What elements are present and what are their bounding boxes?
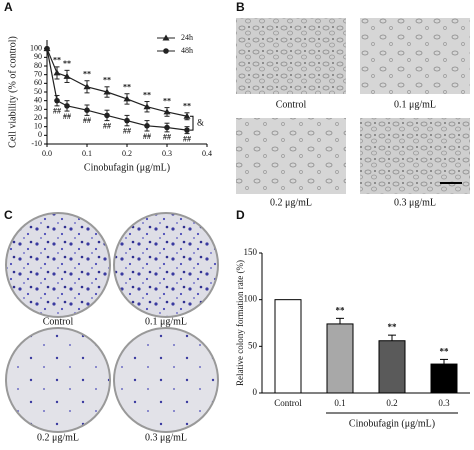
- x-tick-label: Control: [274, 398, 302, 408]
- caption: 0.1 μg/mL: [394, 99, 436, 110]
- y-tick-label: 100: [30, 43, 42, 52]
- significance: **: [123, 83, 131, 92]
- panel-label: C: [4, 208, 13, 222]
- point: [64, 103, 70, 109]
- plate: [113, 212, 219, 318]
- point: [83, 83, 91, 90]
- legend-label: 48h: [181, 46, 193, 55]
- significance: ##: [83, 116, 91, 125]
- micrograph: [236, 18, 346, 94]
- significance: **: [143, 90, 151, 99]
- significance: **: [440, 346, 450, 356]
- y-tick-label: 50: [248, 340, 258, 350]
- caption: Control: [43, 316, 74, 327]
- micrograph: [360, 118, 470, 194]
- x-tick-label: 0.1: [334, 398, 345, 408]
- y-tick-label: 60: [34, 78, 42, 87]
- y-tick-label: 0: [38, 130, 42, 139]
- bar: [274, 299, 302, 394]
- x-axis-label: Cinobufagin (μg/mL): [84, 162, 170, 173]
- y-tick-label: 20: [34, 113, 42, 122]
- x-tick-label: 0.3: [162, 149, 172, 158]
- point: [162, 34, 170, 41]
- point: [144, 123, 150, 129]
- point: [163, 108, 171, 115]
- plate: [5, 327, 111, 433]
- bracket: [190, 115, 194, 131]
- significance: **: [163, 96, 171, 105]
- point: [84, 107, 90, 113]
- annotation: &: [197, 117, 204, 127]
- caption: 0.2 μg/mL: [270, 197, 312, 208]
- legend-label: 24h: [181, 33, 193, 42]
- significance: **: [63, 59, 71, 68]
- caption: 0.1 μg/mL: [145, 316, 187, 327]
- significance: **: [388, 322, 398, 332]
- x-tick-label: 0.2: [386, 398, 397, 408]
- point: [63, 72, 71, 79]
- bar: [378, 340, 406, 394]
- point: [143, 103, 151, 110]
- y-tick-label: 150: [244, 247, 258, 257]
- y-tick-label: 100: [244, 294, 258, 304]
- y-tick-label: 90: [34, 52, 42, 61]
- point: [123, 95, 131, 102]
- x-tick-label: 0.4: [202, 149, 212, 158]
- y-axis-label: Relative colony formation rate (%): [235, 260, 245, 386]
- significance: **: [103, 76, 111, 85]
- micrograph: [360, 18, 470, 94]
- plate: [113, 327, 219, 433]
- bar: [326, 323, 354, 394]
- y-tick-label: 70: [34, 69, 42, 78]
- point: [183, 112, 191, 119]
- significance: ##: [163, 133, 171, 142]
- point: [164, 124, 170, 131]
- y-tick-label: 10: [34, 121, 42, 130]
- y-tick-label: 50: [34, 87, 42, 96]
- significance: **: [53, 56, 61, 65]
- significance: **: [336, 305, 346, 315]
- significance: ##: [53, 107, 61, 116]
- y-axis-label: Cell viability (% of control): [7, 36, 18, 148]
- y-tick-label: 30: [34, 104, 42, 113]
- panel-label: D: [236, 208, 245, 222]
- significance: ##: [103, 121, 111, 130]
- significance: ##: [183, 134, 191, 143]
- point: [53, 69, 61, 76]
- caption: 0.3 μg/mL: [394, 197, 436, 208]
- significance: ##: [143, 132, 151, 141]
- caption: 0.3 μg/mL: [145, 432, 187, 443]
- caption: 0.2 μg/mL: [37, 432, 79, 443]
- plate: [5, 212, 111, 318]
- panel-label: B: [236, 0, 245, 14]
- point: [54, 97, 60, 104]
- micrograph: [236, 118, 346, 194]
- x-tick-label: 0.0: [42, 149, 52, 158]
- y-tick-label: -10: [31, 139, 42, 148]
- x-axis-label: Cinobufagin (μg/mL): [349, 418, 435, 429]
- point: [103, 88, 111, 95]
- x-tick-label: 0.2: [122, 149, 132, 158]
- x-tick-label: 0.1: [82, 149, 92, 158]
- point: [44, 45, 50, 52]
- point: [184, 127, 190, 133]
- bar: [430, 363, 458, 394]
- y-tick-label: 0: [253, 387, 258, 397]
- significance: ##: [63, 112, 71, 121]
- significance: **: [183, 102, 191, 111]
- y-tick-label: 80: [34, 61, 42, 70]
- x-tick-label: 0.3: [438, 398, 450, 408]
- caption: Control: [276, 99, 307, 110]
- y-tick-label: 40: [34, 95, 42, 104]
- point: [124, 117, 130, 124]
- significance: **: [83, 70, 91, 79]
- point: [104, 112, 110, 119]
- panel-label: A: [4, 0, 13, 14]
- point: [163, 48, 169, 54]
- significance: ##: [123, 127, 131, 136]
